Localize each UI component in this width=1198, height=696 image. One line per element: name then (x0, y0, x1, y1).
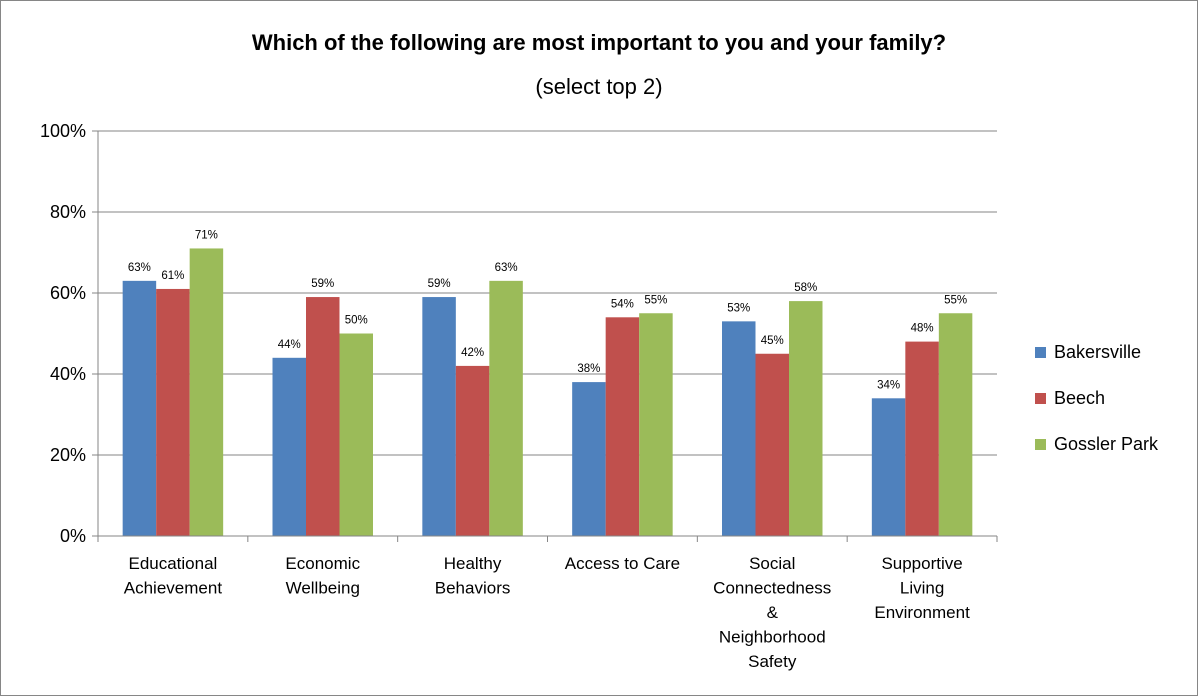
data-label: 34% (877, 379, 900, 391)
data-label: 59% (428, 278, 451, 290)
data-label: 55% (944, 294, 967, 306)
category-label-line: Social (749, 554, 795, 573)
bar (905, 341, 939, 536)
bar (938, 313, 973, 536)
data-label: 48% (911, 323, 934, 335)
bar (306, 297, 340, 536)
data-labels: 63% 61% 71% 44% 59% 50% 59% 42% 63% 38% 54% 55% 53% 4… (128, 229, 967, 391)
bar (122, 280, 157, 536)
bar (489, 280, 523, 536)
data-label: 44% (278, 339, 301, 351)
data-label: 54% (611, 298, 634, 310)
data-label: 55% (644, 294, 667, 306)
bars (122, 248, 973, 536)
axes: 0% 20% 40% 60% 80% 100% Educational Achievement… (40, 121, 998, 671)
chart-subtitle: (select top 2) (535, 74, 663, 99)
data-label: 38% (577, 363, 600, 375)
legend-label: Beech (1054, 388, 1105, 408)
category-label-line: Supportive (881, 554, 962, 573)
gridlines (98, 130, 997, 456)
bar (871, 398, 906, 536)
bar (639, 313, 673, 536)
category-label-line: Safety (748, 652, 797, 671)
category-label: Social Connectedness & Neighborhood Safety (713, 554, 831, 671)
bar (755, 353, 789, 536)
category-label-line: Living (900, 579, 944, 598)
category-label: Economic Wellbeing (285, 554, 360, 598)
bar (789, 301, 823, 536)
y-tick-label: 80% (50, 202, 86, 222)
category-label-line: & (767, 603, 779, 622)
category-label-line: Behaviors (435, 579, 511, 598)
data-label: 63% (128, 262, 151, 274)
category-label-line: Environment (874, 603, 970, 622)
data-label: 50% (345, 315, 368, 327)
bar (272, 357, 306, 536)
bar (189, 248, 224, 536)
data-label: 53% (727, 302, 750, 314)
bar (722, 321, 756, 536)
category-label: Healthy Behaviors (435, 554, 511, 598)
data-label: 58% (794, 282, 817, 294)
category-label: Access to Care (565, 554, 680, 573)
category-label-line: Economic (285, 554, 360, 573)
legend-swatch (1035, 393, 1046, 404)
data-label: 42% (461, 347, 484, 359)
y-tick-label: 40% (50, 364, 86, 384)
bar (572, 382, 606, 536)
data-label: 71% (195, 229, 218, 241)
y-tick-label: 100% (40, 121, 86, 141)
legend-swatch (1035, 347, 1046, 358)
category-label-line: Access to Care (565, 554, 680, 573)
y-tick-label: 20% (50, 445, 86, 465)
legend: Bakersville Beech Gossler Park (1035, 342, 1159, 454)
category-label-line: Healthy (444, 554, 502, 573)
bar (339, 333, 373, 536)
legend-label: Bakersville (1054, 342, 1141, 362)
bar (422, 297, 456, 536)
category-label-line: Neighborhood (719, 628, 826, 647)
category-label: Educational Achievement (124, 554, 223, 598)
legend-label: Gossler Park (1054, 434, 1159, 454)
data-label: 45% (761, 335, 784, 347)
category-label-line: Wellbeing (286, 579, 360, 598)
bar (156, 288, 190, 536)
data-label: 63% (495, 262, 518, 274)
chart-title: Which of the following are most importan… (251, 30, 947, 55)
category-label-line: Educational (128, 554, 217, 573)
y-tick-label: 0% (60, 526, 86, 546)
bar (455, 365, 490, 536)
legend-swatch (1035, 439, 1046, 450)
category-label: Supportive Living Environment (874, 554, 970, 622)
data-label: 61% (161, 270, 184, 282)
y-tick-label: 60% (50, 283, 86, 303)
data-label: 59% (311, 278, 334, 290)
category-label-line: Connectedness (713, 579, 831, 598)
bar (605, 317, 640, 536)
category-label-line: Achievement (124, 579, 223, 598)
